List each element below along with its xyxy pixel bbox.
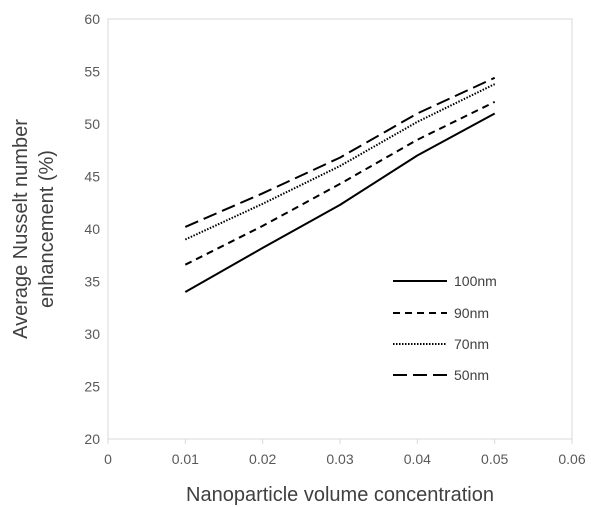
- y-tick-label: 35: [84, 274, 100, 290]
- legend-label-50nm: 50nm: [454, 367, 489, 383]
- series-line-50nm: [184, 76, 496, 228]
- x-tick-label: 0.05: [481, 451, 508, 467]
- series-line-90nm: [184, 101, 496, 266]
- x-tick-label: 0.03: [326, 451, 353, 467]
- legend: 100nm 90nm 70nm 50nm: [393, 273, 497, 383]
- y-tick-label: 25: [84, 379, 100, 395]
- legend-label-90nm: 90nm: [454, 305, 489, 321]
- series-line-100nm: [184, 112, 496, 293]
- y-tick-label: 45: [84, 169, 100, 185]
- y-axis-title-line-2: enhancement (%): [36, 150, 58, 308]
- y-tick-label: 55: [84, 64, 100, 80]
- y-axis-title-line-1: Average Nusselt number: [10, 119, 32, 339]
- y-tick-label: 20: [84, 431, 100, 447]
- y-tick-label: 50: [84, 116, 100, 132]
- series-line-70nm: [184, 83, 496, 241]
- x-tick-label: 0: [104, 451, 112, 467]
- x-axis-title: Nanoparticle volume concentration: [186, 484, 494, 506]
- x-tick-label: 0.06: [558, 451, 585, 467]
- y-tick-label: 30: [84, 326, 100, 342]
- y-tick-label: 60: [84, 11, 100, 27]
- plot-area: [107, 18, 573, 440]
- y-tick-label: 40: [84, 221, 100, 237]
- legend-label-70nm: 70nm: [454, 336, 489, 352]
- x-tick-label: 0.01: [172, 451, 199, 467]
- x-tick-label: 0.02: [249, 451, 276, 467]
- legend-label-100nm: 100nm: [454, 273, 497, 289]
- x-tick-label: 0.04: [404, 451, 431, 467]
